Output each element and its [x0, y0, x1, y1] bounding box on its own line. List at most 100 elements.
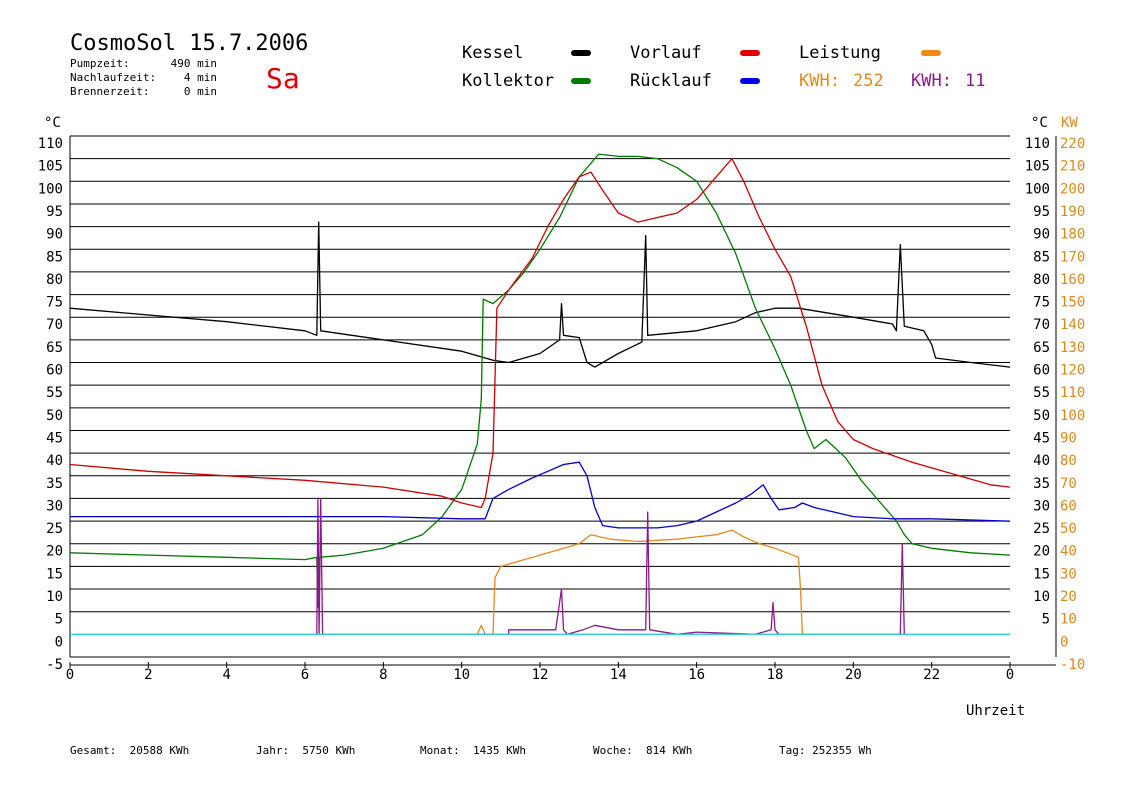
y-tick-label: 30	[46, 498, 63, 514]
y-tick-label-right: 75	[1033, 295, 1050, 311]
y-tick-label-right: 55	[1033, 385, 1050, 401]
y-tick-label: 50	[46, 408, 63, 424]
kw-tick-label: 140	[1060, 317, 1085, 333]
y-tick-label: 100	[38, 181, 63, 197]
series-line-kollektor	[69, 153, 1011, 608]
series-line-leistung	[476, 529, 804, 635]
pumpzeit-value: 490 min	[171, 57, 217, 70]
y-tick-label-right: 40	[1033, 453, 1050, 469]
kw-tick-label: 220	[1060, 136, 1085, 152]
y-tick-label-right: 5	[1042, 612, 1050, 628]
data-series	[69, 153, 1011, 635]
footer-totals: Gesamt: 20588 KWh Jahr: 5750 KWh Monat: …	[70, 744, 872, 757]
y-tick-label: 90	[46, 227, 63, 243]
x-tick-label: 6	[301, 667, 309, 683]
y-tick-label-right: 25	[1033, 521, 1050, 537]
brenner-value: 0 min	[184, 85, 217, 98]
brenner-label: Brennerzeit:	[70, 85, 149, 98]
y-tick-label-right: 85	[1033, 249, 1050, 265]
x-axis-label: Uhrzeit	[966, 703, 1025, 719]
y-tick-label: 55	[46, 385, 63, 401]
y-tick-label-right: 105	[1025, 159, 1050, 175]
x-tick-label: 18	[767, 667, 784, 683]
legend-vorlauf-swatch	[740, 50, 760, 56]
y-tick-label-right: 70	[1033, 317, 1050, 333]
nachlauf-label: Nachlaufzeit:	[70, 71, 156, 84]
kw-tick-label: 190	[1060, 204, 1085, 220]
kw-tick-label: 160	[1060, 272, 1085, 288]
y-tick-label: 65	[46, 340, 63, 356]
y-tick-label: 5	[55, 612, 63, 628]
y-tick-label-right: 35	[1033, 476, 1050, 492]
kw-tick-label: 130	[1060, 340, 1085, 356]
kw-tick-label: 10	[1060, 612, 1077, 628]
y-tick-label: 70	[46, 317, 63, 333]
footer-jahr: Jahr: 5750 KWh	[256, 744, 355, 757]
x-tick-label: 20	[845, 667, 862, 683]
kw-tick-label: 170	[1060, 249, 1085, 265]
legend-kollektor-swatch	[571, 78, 591, 84]
legend: Kessel Kollektor Vorlauf Rücklauf Leistu…	[462, 43, 985, 91]
y-tick-label-right: 45	[1033, 430, 1050, 446]
legend-vorlauf-label: Vorlauf	[630, 43, 702, 63]
kw-tick-label: 180	[1060, 227, 1085, 243]
x-tick-label: 14	[610, 667, 627, 683]
y-tick-label-right: 15	[1033, 566, 1050, 582]
y-tick-label: 105	[38, 159, 63, 175]
right-unit-c-label: °C	[1031, 115, 1048, 131]
y-tick-label-right: 65	[1033, 340, 1050, 356]
kw-tick-label: 110	[1060, 385, 1085, 401]
y-tick-label: 60	[46, 363, 63, 379]
y-tick-label: 45	[46, 430, 63, 446]
y-tick-label: 110	[38, 136, 63, 152]
legend-ruecklauf-swatch	[740, 78, 760, 84]
y-tick-label: 0	[55, 634, 63, 650]
y-tick-label: 35	[46, 476, 63, 492]
left-unit-label: °C	[44, 115, 61, 131]
legend-leistung-label: Leistung	[799, 43, 881, 63]
y-tick-label-right: 90	[1033, 227, 1050, 243]
kw-tick-label: 120	[1060, 363, 1085, 379]
x-tick-label: 22	[923, 667, 940, 683]
right-unit-kw-label: KW	[1061, 115, 1078, 131]
y-tick-label-right: 110	[1025, 136, 1050, 152]
legend-kwh-orange-label: KWH:	[799, 71, 840, 91]
y-tick-label-right: 95	[1033, 204, 1050, 220]
x-tick-label: 16	[688, 667, 705, 683]
kw-tick-label: 40	[1060, 544, 1077, 560]
y-tick-label: 80	[46, 272, 63, 288]
kw-tick-label: 20	[1060, 589, 1077, 605]
kw-tick-label: 150	[1060, 295, 1085, 311]
x-tick-label: 10	[453, 667, 470, 683]
kw-tick-label: -10	[1060, 657, 1085, 673]
kw-tick-label: 100	[1060, 408, 1085, 424]
legend-kwh-purple-label: KWH:	[911, 71, 952, 91]
chart-title: CosmoSol 15.7.2006	[70, 31, 308, 56]
kw-tick-label: 60	[1060, 498, 1077, 514]
footer-woche: Woche: 814 KWh	[593, 744, 692, 757]
legend-ruecklauf-label: Rücklauf	[630, 71, 712, 91]
y-tick-label: 40	[46, 453, 63, 469]
kw-tick-label: 0	[1060, 634, 1068, 650]
legend-kwh-purple-value: 11	[965, 71, 985, 91]
grid-lines	[69, 135, 1057, 666]
kw-tick-label: 90	[1060, 430, 1077, 446]
kw-tick-label: 50	[1060, 521, 1077, 537]
series-line-r-cklauf	[70, 461, 1011, 529]
y-tick-label: -5	[46, 657, 63, 673]
kw-tick-label: 30	[1060, 566, 1077, 582]
nachlauf-value: 4 min	[184, 71, 217, 84]
pumpzeit-label: Pumpzeit:	[70, 57, 130, 70]
y-tick-label-right: 10	[1033, 589, 1050, 605]
x-tick-label: 0	[66, 667, 74, 683]
y-tick-label-right: 30	[1033, 498, 1050, 514]
x-tick-label: 8	[379, 667, 387, 683]
series-line-vorlauf	[69, 158, 1011, 509]
x-tick-label: 0	[1006, 667, 1014, 683]
legend-kessel-label: Kessel	[462, 43, 523, 63]
y-tick-label: 75	[46, 295, 63, 311]
y-tick-label: 25	[46, 521, 63, 537]
x-tick-label: 4	[222, 667, 230, 683]
